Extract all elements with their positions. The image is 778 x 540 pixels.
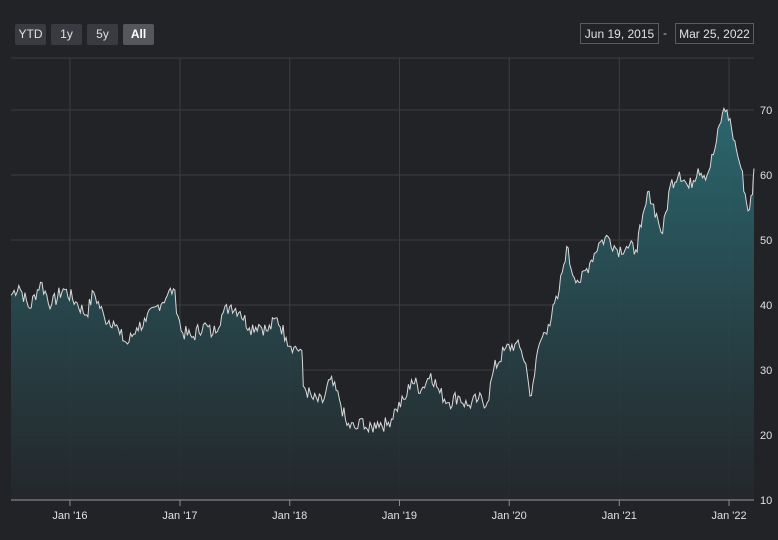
range-button-ytd[interactable]: YTD: [15, 24, 46, 45]
x-tick-label: Jan '21: [602, 510, 637, 522]
y-tick-label: 50: [760, 235, 772, 247]
axes: [11, 499, 754, 506]
range-button-1y[interactable]: 1y: [51, 24, 82, 45]
range-button-5y[interactable]: 5y: [87, 24, 118, 45]
y-tick-label: 70: [760, 105, 772, 117]
x-tick-label: Jan '18: [272, 510, 307, 522]
series-area: [11, 108, 754, 501]
date-from-input[interactable]: Jun 19, 2015: [580, 23, 659, 44]
tick-labels: 10 20 30 40 50 60 70 Jan '16 Jan '17 Jan '18 Jan '…: [52, 105, 772, 522]
x-tick-label: Jan '17: [162, 510, 197, 522]
x-tick-label: Jan '16: [52, 510, 87, 522]
range-button-all[interactable]: All: [123, 24, 154, 45]
y-tick-label: 30: [760, 365, 772, 377]
date-to-input[interactable]: Mar 25, 2022: [675, 23, 754, 44]
y-tick-label: 60: [760, 170, 772, 182]
x-tick-label: Jan '19: [382, 510, 417, 522]
series-line: [10, 107, 755, 434]
date-range-separator: -: [663, 26, 667, 40]
x-tick-label: Jan '22: [711, 510, 746, 522]
x-tick-label: Jan '20: [492, 510, 527, 522]
y-tick-label: 20: [760, 430, 772, 442]
y-tick-label: 40: [760, 300, 772, 312]
y-tick-label: 10: [760, 495, 772, 507]
